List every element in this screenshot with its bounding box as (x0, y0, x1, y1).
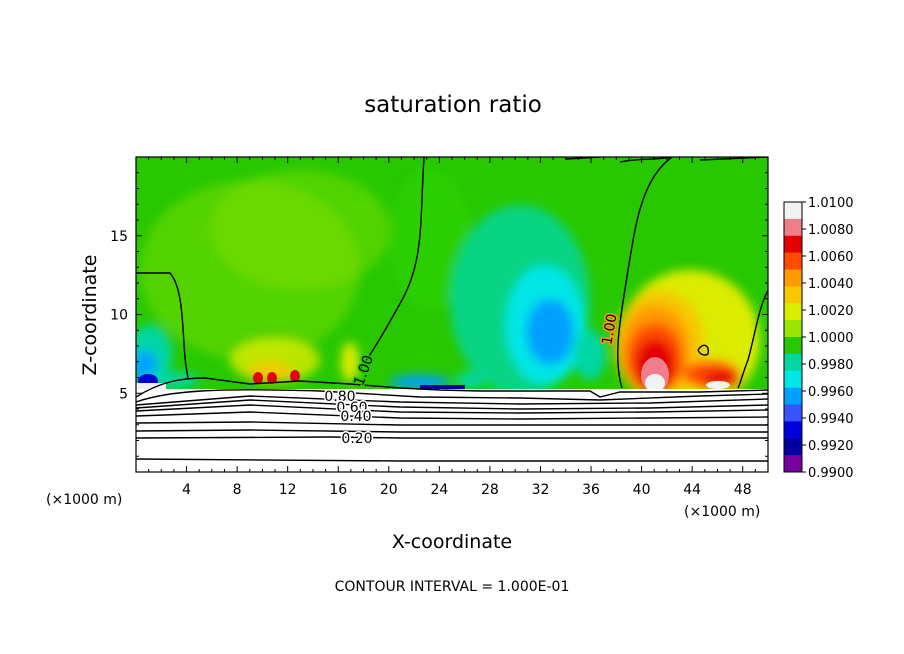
x-tick-label: 12 (279, 482, 297, 498)
colorbar-label: 1.0040 (808, 277, 854, 292)
contour-0-40 (136, 411, 768, 420)
x-unit-left: (×1000 m) (46, 492, 122, 508)
colorbar-segment (784, 269, 802, 287)
x-axis-ticks: 4 8 12 16 20 24 28 32 36 40 44 48 (148, 157, 756, 498)
contour-lines (136, 157, 768, 462)
colorbar-segment (784, 370, 802, 389)
color-field (136, 157, 768, 472)
contour-0-60 (136, 399, 768, 410)
colorbar-segment (784, 320, 802, 338)
plot-area: 1.00 1.00 0.80 0.60 0.40 0.20 4 8 12 16 20 24… (110, 156, 769, 498)
contour-1-00-right-edge (737, 289, 768, 389)
contour-label-0-40: 0.40 (340, 409, 371, 425)
x-tick-label: 8 (233, 482, 242, 498)
x-unit-right: (×1000 m) (684, 504, 760, 520)
colorbar-segment (784, 421, 802, 439)
colorbar-segment (784, 337, 802, 355)
x-tick-label: 4 (182, 482, 191, 498)
chart-title: saturation ratio (364, 92, 542, 118)
x-axis-label: X-coordinate (392, 531, 512, 553)
x-tick-label: 24 (430, 482, 448, 498)
colorbar-label: 0.9980 (808, 358, 854, 373)
x-tick-label: 44 (683, 482, 701, 498)
colorbar-label: 0.9940 (808, 412, 854, 427)
colorbar-segment (784, 252, 802, 270)
colorbar-segment (784, 438, 802, 456)
colorbar-label: 0.9920 (808, 439, 854, 454)
x-tick-label: 16 (329, 482, 347, 498)
y-tick-label: 15 (110, 229, 128, 245)
colorbar-segment (784, 387, 802, 405)
contour-surface (136, 377, 768, 398)
x-tick-label: 36 (582, 482, 600, 498)
colorbar-label: 1.0060 (808, 250, 854, 265)
y-tick-label: 5 (119, 386, 128, 402)
colorbar-label: 1.0020 (808, 304, 854, 319)
contour-1-00-right (617, 157, 673, 389)
colorbar-segment (784, 202, 802, 220)
colorbar-segment (784, 303, 802, 321)
colorbar-segment (784, 404, 802, 422)
contour-label-0-80: 0.80 (324, 389, 355, 405)
contour-label-0-20: 0.20 (341, 431, 372, 447)
colorbar-segment (784, 235, 802, 254)
contour-interval-note: CONTOUR INTERVAL = 1.000E-01 (335, 579, 570, 595)
x-tick-label: 32 (532, 482, 550, 498)
x-tick-label: 28 (481, 482, 499, 498)
contour-1-00-loop (697, 344, 710, 356)
x-tick-label: 40 (633, 482, 651, 498)
colorbar-label: 1.0080 (808, 223, 854, 238)
colorbar-segment (784, 218, 802, 237)
contour-1-00-center (359, 157, 425, 371)
colorbar-label: 1.0100 (808, 196, 854, 211)
contour-1-00-left (136, 272, 189, 379)
x-tick-label: 48 (734, 482, 752, 498)
colorbar-segment (784, 286, 802, 304)
y-tick-label: 10 (110, 308, 128, 324)
y-axis-ticks: 5 10 15 (110, 172, 768, 457)
colorbar-segment (784, 455, 802, 473)
colorbar-label: 0.9960 (808, 385, 854, 400)
colorbar: 1.0100 1.0080 1.0060 1.0040 1.0020 1.0000 0.99… (783, 196, 854, 481)
contour-0-80 (136, 389, 768, 403)
y-axis-label: Z-coordinate (79, 255, 101, 376)
colorbar-label: 0.9900 (808, 466, 854, 481)
contour-labels: 1.00 1.00 0.80 0.60 0.40 0.20 (323, 311, 622, 448)
contour-0-20 (136, 436, 768, 439)
colorbar-label: 1.0000 (808, 331, 854, 346)
colorbar-segment (784, 353, 802, 372)
x-tick-label: 20 (380, 482, 398, 498)
contour-label-0-60: 0.60 (336, 400, 367, 416)
contour-label-1-00-right: 1.00 (599, 313, 620, 346)
